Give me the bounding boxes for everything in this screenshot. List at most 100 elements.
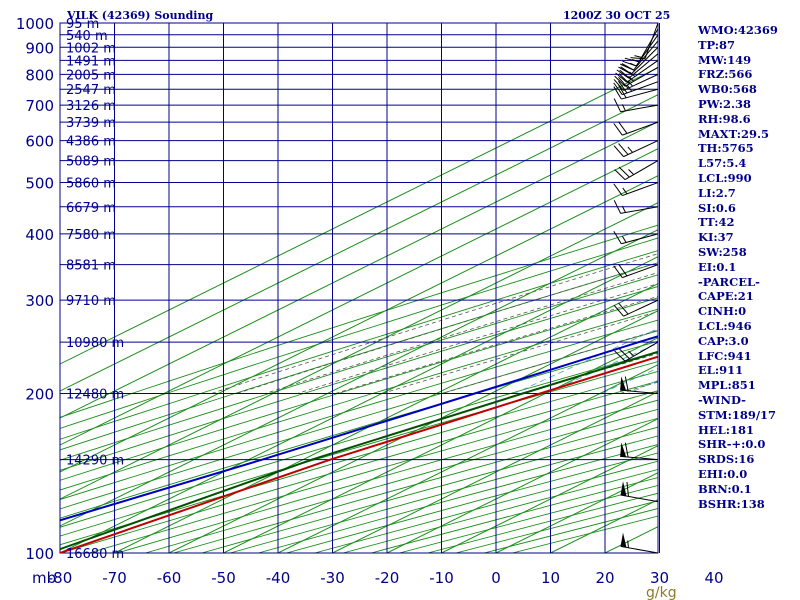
pressure-unit-label: mb xyxy=(32,569,56,587)
stats-panel: WMO:42369 TP:87 MW:149 FRZ:566 WB0:568 PW:2.3… xyxy=(698,23,798,511)
isotherm xyxy=(168,310,658,553)
wind-barb xyxy=(613,263,659,279)
temperature-profile xyxy=(60,355,658,553)
wind-barb xyxy=(613,182,659,197)
height-label: 5860 m xyxy=(66,177,116,192)
height-label: 12480 m xyxy=(66,387,124,402)
isotherm xyxy=(332,391,658,553)
temperature-label: -70 xyxy=(102,569,127,587)
height-label: 2547 m xyxy=(66,83,116,98)
stat-item: TT:42 xyxy=(698,215,735,230)
isotherm xyxy=(60,121,658,419)
temperature-label: -50 xyxy=(211,569,236,587)
stat-item: CAPE:21 xyxy=(698,289,754,304)
pressure-label: 200 xyxy=(25,385,54,403)
wind-barb xyxy=(613,121,659,136)
isotherm xyxy=(114,283,658,553)
temperature-label: 30 xyxy=(650,569,669,587)
stat-item: WMO:42369 xyxy=(698,23,778,37)
height-label: 8581 m xyxy=(66,259,116,274)
wind-barb xyxy=(614,341,659,362)
temperature-label: 40 xyxy=(704,569,723,587)
wind-barb xyxy=(614,160,659,181)
dry-adiabat xyxy=(60,297,658,481)
wind-barb xyxy=(613,200,659,214)
wind-barb xyxy=(616,53,659,79)
isotherm xyxy=(441,445,658,553)
dry-adiabat xyxy=(60,286,658,471)
mixing-ratio-unit: g/kg xyxy=(646,585,677,600)
stat-item: MAXT:29.5 xyxy=(698,126,769,141)
time-title: 1200Z 30 OCT 25 xyxy=(563,9,671,22)
dry-adiabat xyxy=(88,390,658,553)
pressure-label: 700 xyxy=(25,97,54,115)
wind-barb xyxy=(613,85,659,100)
stat-item: BRN:0.1 xyxy=(698,481,752,496)
height-label: 14290 m xyxy=(66,454,124,469)
stat-item: L57:5.4 xyxy=(698,156,747,171)
parcel-profile xyxy=(60,335,658,522)
height-label: 5089 m xyxy=(66,155,116,170)
isotherm xyxy=(60,256,658,553)
stat-item: HEL:181 xyxy=(698,422,754,437)
stat-item: EHI:0.0 xyxy=(698,466,748,481)
temperature-label: -30 xyxy=(320,569,345,587)
pressure-label: 300 xyxy=(25,292,54,310)
wind-barb xyxy=(615,59,659,83)
pressure-label: 400 xyxy=(25,226,54,244)
wind-barb xyxy=(622,34,659,67)
stat-item: LCL:946 xyxy=(698,318,752,333)
wind-barb xyxy=(613,230,659,245)
height-label: 16680 m xyxy=(66,547,124,562)
dry-adiabat xyxy=(60,330,658,510)
wind-barb xyxy=(620,376,659,394)
height-label: 1002 m xyxy=(66,41,116,56)
isotherm xyxy=(60,202,658,500)
wind-barb xyxy=(614,66,659,87)
wind-barb xyxy=(624,28,659,63)
isotherm xyxy=(60,67,658,365)
dry-adiabat xyxy=(60,224,658,418)
wind-barb xyxy=(620,442,659,461)
height-label: 9710 m xyxy=(66,294,116,309)
stat-item: BSHR:138 xyxy=(698,496,765,511)
temperature-label: -10 xyxy=(429,569,454,587)
isotherm xyxy=(386,418,658,553)
stat-item: LFC:941 xyxy=(698,348,752,363)
stat-item: EI:0.1 xyxy=(698,259,737,274)
pressure-label: 600 xyxy=(25,133,54,151)
station-title: VILK (42369) Sounding xyxy=(67,9,214,22)
stat-item: STM:189/17 xyxy=(698,407,777,422)
stat-item: RH:98.6 xyxy=(698,111,751,126)
stat-item: FRZ:566 xyxy=(698,67,753,82)
height-label: 3739 m xyxy=(66,116,116,131)
moist-adiabat xyxy=(236,262,658,394)
pressure-label: 800 xyxy=(25,66,54,84)
temperature-label: 20 xyxy=(595,569,614,587)
stat-item: KI:37 xyxy=(698,230,734,245)
height-label: 4386 m xyxy=(66,135,116,150)
stat-item: SI:0.6 xyxy=(698,200,736,215)
height-label: 1491 m xyxy=(66,54,116,69)
temperature-label: 0 xyxy=(491,569,501,587)
height-label: 2005 m xyxy=(66,68,116,83)
temperature-label: -60 xyxy=(157,569,182,587)
wind-barb xyxy=(613,80,659,96)
stat-item: TH:5765 xyxy=(698,141,754,156)
stat-item: CINH:0 xyxy=(698,304,747,319)
isotherm xyxy=(60,229,658,527)
temperature-label: -80 xyxy=(48,569,73,587)
height-label: 3126 m xyxy=(66,99,116,114)
wind-barb xyxy=(613,98,659,113)
stat-item: TP:87 xyxy=(698,37,736,52)
dry-adiabat xyxy=(60,351,658,528)
dry-adiabat xyxy=(60,319,658,500)
wind-barb xyxy=(620,532,659,554)
stat-item: SW:258 xyxy=(698,244,747,259)
stat-item: -WIND- xyxy=(698,392,746,407)
height-label: 7580 m xyxy=(66,228,116,243)
height-label: 540 m xyxy=(66,29,108,44)
pressure-label: 900 xyxy=(25,39,54,57)
stat-item: MW:149 xyxy=(698,52,752,67)
